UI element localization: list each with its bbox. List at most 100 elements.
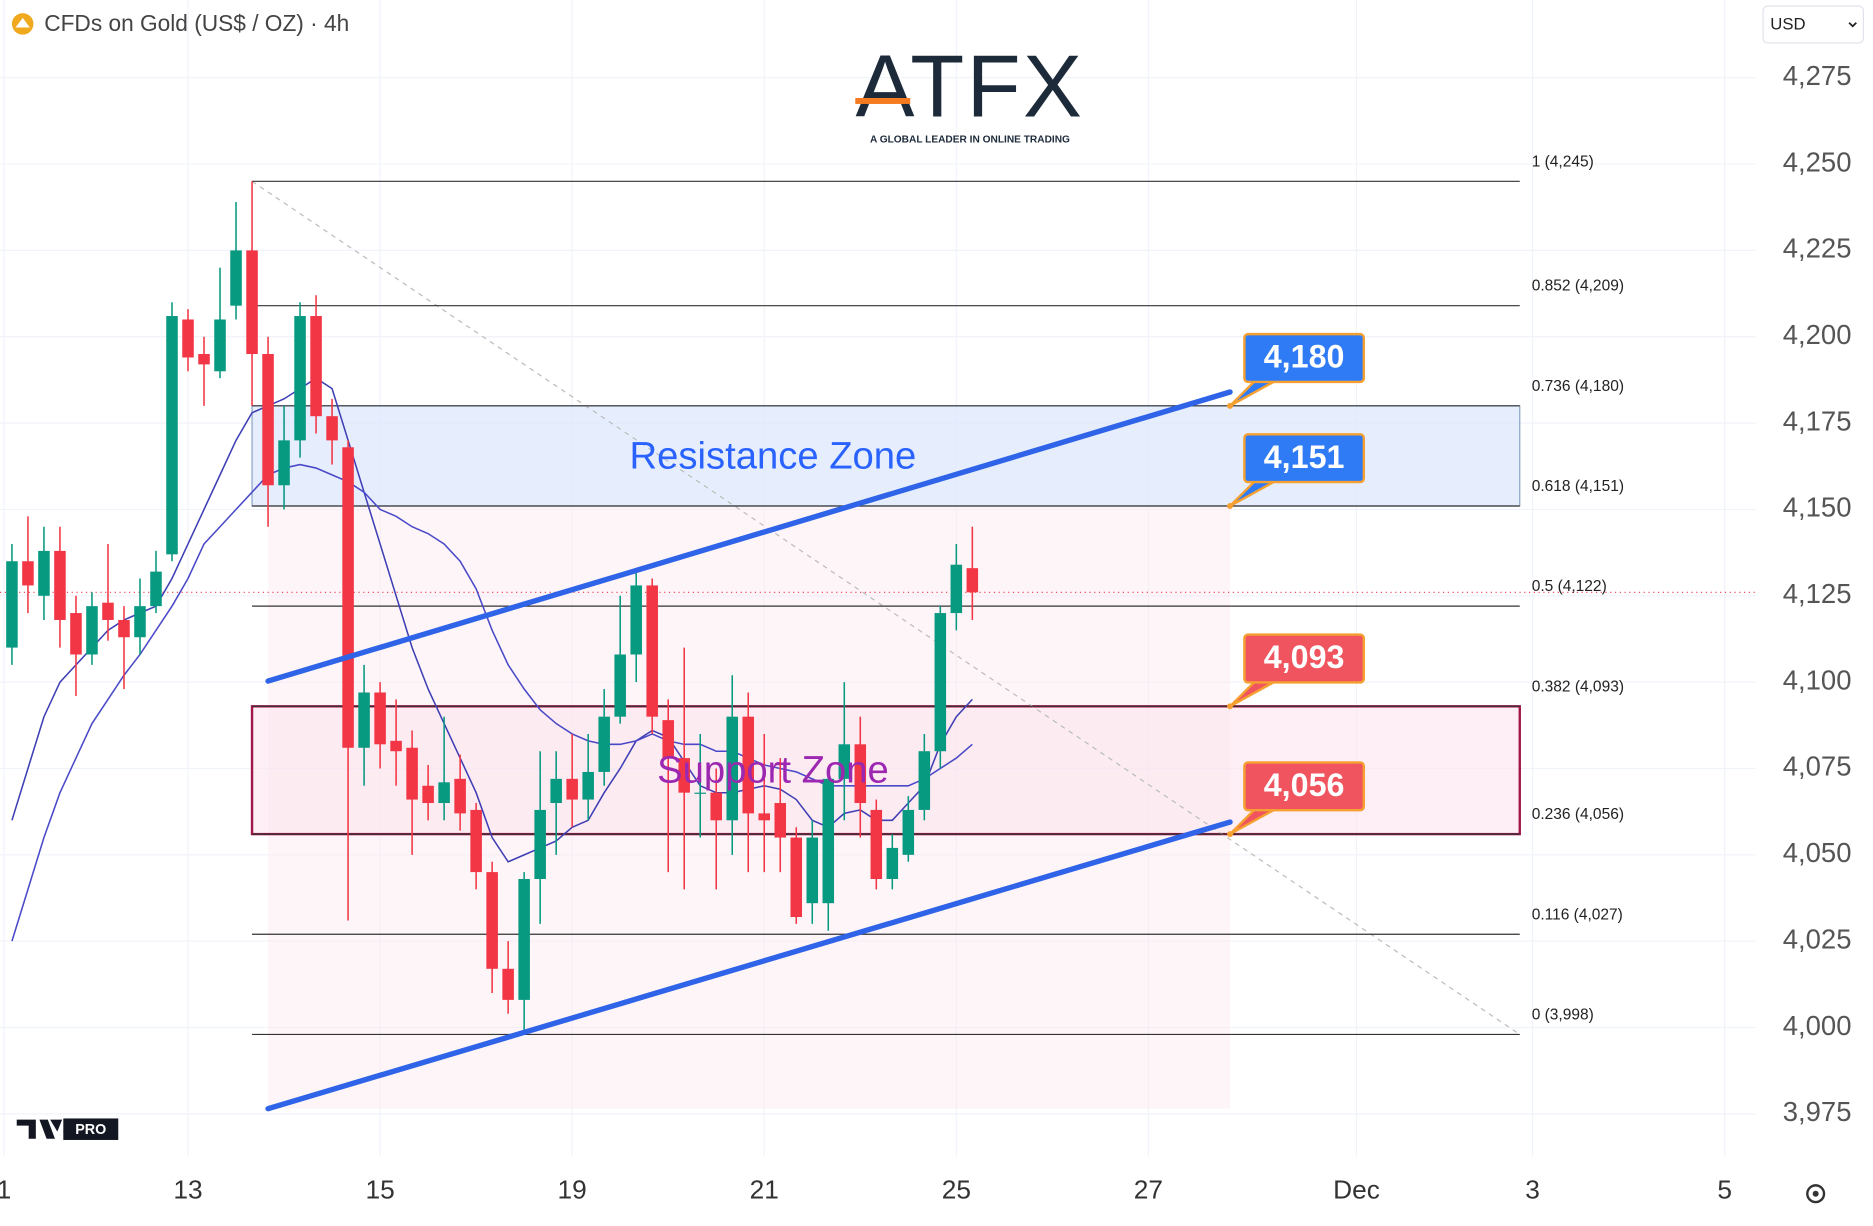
- y-tick-label: 4,250: [1783, 146, 1852, 177]
- candle-body: [150, 571, 162, 607]
- chart-title: CFDs on Gold (US$ / OZ) · 4h: [44, 10, 349, 36]
- candle-body: [70, 613, 82, 655]
- y-tick-label: 4,200: [1783, 319, 1852, 350]
- zone-label: Resistance Zone: [630, 434, 917, 477]
- candle-body: [934, 613, 947, 752]
- y-tick-label: 4,150: [1783, 492, 1852, 523]
- fib-label: 1 (4,245): [1532, 153, 1594, 170]
- fib-label: 0.382 (4,093): [1532, 678, 1624, 695]
- tv-logo: [16, 1119, 63, 1139]
- candle-body: [662, 720, 674, 759]
- candle-body: [870, 809, 883, 880]
- callout-anchor: [1227, 402, 1234, 409]
- candle-body: [950, 564, 963, 614]
- fib-label: 0.236 (4,056): [1532, 806, 1624, 823]
- candle-body: [438, 782, 450, 804]
- candle-body: [678, 758, 690, 793]
- candle-body: [534, 809, 546, 880]
- y-tick-label: 4,025: [1783, 923, 1852, 954]
- y-tick-label: 4,075: [1783, 751, 1852, 782]
- candle-body: [598, 716, 610, 772]
- y-tick-label: 4,225: [1783, 233, 1852, 264]
- candle-body: [54, 550, 66, 620]
- candle-body: [486, 872, 498, 969]
- candle-body: [342, 447, 354, 748]
- moving-average: [11, 463, 973, 942]
- callout-anchor: [1227, 503, 1234, 509]
- candle-body: [886, 847, 899, 880]
- axes: 3,975 4,000 4,025 4,050 4,075 4,100 4,125 4,150…: [0, 60, 1851, 1204]
- y-tick-label: 3,975: [1783, 1096, 1852, 1127]
- candle-body: [182, 319, 194, 358]
- candle-body: [390, 740, 402, 752]
- settings-icon[interactable]: [1806, 1184, 1826, 1204]
- candles: [6, 181, 979, 1035]
- candle-body: [22, 561, 34, 586]
- candle-body: [246, 250, 258, 355]
- fib-label: 0.116 (4,027): [1532, 906, 1623, 923]
- candle-body: [838, 744, 851, 779]
- x-tick-label: 27: [1134, 1174, 1163, 1204]
- candle-body: [630, 585, 642, 655]
- candle-body: [134, 606, 146, 638]
- candle-body: [86, 606, 98, 655]
- candle-body: [310, 316, 322, 417]
- drawings-front: 1 (4,245) 0.852 (4,209) 0.736 (4,180) 0.618…: [265, 153, 1624, 1112]
- callout-label: 4,151: [1264, 439, 1345, 475]
- pro-badge-text: PRO: [75, 1122, 106, 1138]
- candle-body: [230, 250, 242, 306]
- candle-body: [918, 751, 931, 810]
- candle-body: [742, 716, 755, 814]
- candle-body: [6, 561, 18, 648]
- candle-body: [262, 354, 274, 486]
- candle-body: [902, 809, 915, 855]
- fib-label: 0 (3,998): [1532, 1006, 1594, 1023]
- callout-box: [1243, 433, 1366, 484]
- currency-caret: [1848, 22, 1857, 28]
- candle-body: [614, 654, 626, 717]
- candle-body: [966, 568, 979, 593]
- x-tick-label: 15: [365, 1174, 394, 1204]
- x-tick-label: 19: [558, 1174, 587, 1204]
- y-tick-label: 4,275: [1783, 60, 1852, 91]
- logo-text: ATFX: [856, 37, 1085, 136]
- candle-body: [102, 602, 114, 620]
- candle-body: [422, 785, 434, 804]
- fib-label: 0.5 (4,122): [1532, 578, 1607, 595]
- currency-button[interactable]: [1762, 5, 1865, 44]
- candle-body: [518, 879, 530, 1000]
- candle-body: [278, 440, 290, 486]
- fib-label: 0.618 (4,151): [1532, 478, 1624, 495]
- candle-body: [502, 968, 514, 1000]
- candle-body: [822, 778, 835, 904]
- callout-box: [1243, 332, 1366, 384]
- candle-body: [726, 716, 738, 821]
- candle-body: [198, 354, 210, 365]
- currency-label[interactable]: USD: [1770, 15, 1805, 34]
- candle-body: [582, 771, 594, 800]
- x-tick-label: 21: [750, 1174, 779, 1204]
- y-tick-label: 4,050: [1783, 837, 1852, 868]
- y-tick-label: 4,125: [1783, 578, 1852, 609]
- callout-label: 4,093: [1264, 639, 1345, 675]
- y-tick-label: 4,000: [1783, 1010, 1852, 1041]
- callout-anchor: [1227, 703, 1234, 710]
- candle-body: [470, 809, 482, 873]
- callout-box: [1243, 633, 1366, 684]
- y-tick-label: 4,175: [1783, 405, 1852, 436]
- candle-body: [374, 692, 386, 745]
- callout-box: [1243, 761, 1366, 812]
- candle-body: [550, 778, 562, 804]
- fib-label: 0.736 (4,180): [1532, 378, 1624, 395]
- candle-body: [326, 416, 338, 441]
- channel-line: [265, 389, 1233, 684]
- x-tick-label: 5: [1717, 1174, 1732, 1204]
- callout-label: 4,180: [1264, 339, 1345, 375]
- candle-body: [118, 619, 130, 638]
- candle-body: [710, 792, 722, 821]
- candle-body: [806, 837, 819, 904]
- fib-trend: [251, 180, 1521, 1035]
- channel-line: [265, 819, 1233, 1112]
- candle-body: [358, 692, 370, 748]
